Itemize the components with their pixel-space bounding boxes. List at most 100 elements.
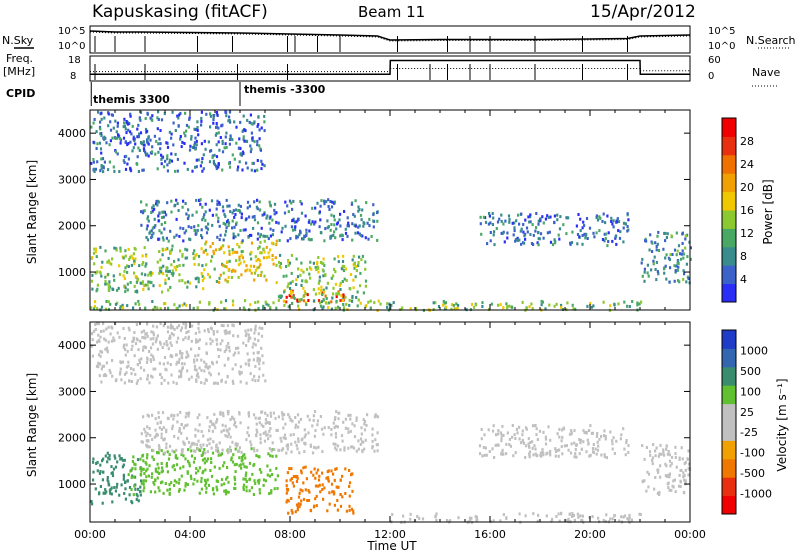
power-cell	[147, 273, 150, 277]
velocity-cell	[347, 427, 350, 431]
power-cell	[105, 141, 108, 145]
power-cell	[656, 242, 659, 246]
velocity-cell	[162, 362, 165, 366]
power-cell	[233, 120, 236, 124]
velocity-cell	[647, 472, 651, 476]
velocity-cell	[511, 435, 514, 439]
velocity-cell	[125, 365, 129, 369]
power-cell	[268, 221, 271, 225]
velocity-cell	[156, 451, 159, 454]
velocity-cell	[107, 325, 110, 329]
velocity-cell	[154, 479, 157, 483]
velocity-cell	[276, 429, 279, 432]
velocity-cell	[348, 469, 351, 472]
power-cell	[100, 157, 103, 161]
velocity-cell	[101, 459, 104, 463]
power-cell	[204, 210, 207, 214]
power-cell	[175, 233, 178, 237]
velocity-cell	[322, 432, 325, 436]
velocity-cell	[217, 348, 220, 351]
velocity-cell	[677, 484, 681, 488]
velocity-cell	[475, 518, 478, 522]
velocity-cell	[256, 430, 259, 434]
velocity-cell	[159, 373, 162, 376]
power-cell	[223, 146, 226, 150]
velocity-cell	[114, 489, 117, 493]
power-cell	[275, 281, 278, 285]
power-cell	[310, 222, 313, 226]
velocity-cell	[362, 418, 365, 422]
velocity-cell	[260, 470, 263, 474]
power-cell	[345, 302, 348, 306]
power-cell	[207, 272, 210, 276]
power-cell	[548, 303, 551, 307]
velocity-cell	[179, 328, 183, 332]
velocity-cell	[171, 424, 174, 428]
power-cell	[200, 119, 203, 123]
velocity-cell	[134, 475, 137, 479]
power-cell	[311, 206, 314, 210]
power-cell	[294, 228, 297, 232]
power-cell	[249, 303, 252, 307]
power-cell	[327, 305, 330, 309]
velocity-cell	[258, 421, 261, 425]
power-cell	[343, 210, 346, 213]
power-cell	[243, 307, 246, 311]
power-cell	[328, 301, 331, 305]
velocity-cell	[223, 363, 226, 367]
power-cell	[331, 200, 334, 204]
velocity-cell	[364, 438, 367, 442]
power-cell	[367, 237, 370, 241]
velocity-cell	[165, 428, 168, 432]
power-cell	[588, 226, 592, 230]
power-cell	[99, 271, 102, 275]
velocity-cell	[124, 353, 127, 357]
velocity-cell	[287, 499, 290, 503]
power-cell	[567, 216, 570, 220]
power-cell	[317, 270, 320, 274]
power-cell	[183, 231, 186, 235]
power-cell	[263, 129, 266, 133]
power-cell	[296, 235, 299, 239]
power-cell	[153, 225, 156, 229]
velocity-cell	[100, 380, 103, 384]
velocity-cell	[245, 480, 248, 483]
velocity-cell	[376, 449, 379, 453]
power-colorbar-swatch	[722, 154, 736, 174]
velocity-cell	[506, 431, 509, 435]
velocity-cell	[182, 322, 185, 326]
power-cell	[501, 231, 504, 235]
power-cell	[117, 133, 120, 137]
velocity-cell	[580, 519, 583, 522]
power-cell	[177, 209, 180, 212]
power-cell	[626, 212, 629, 216]
power-cell	[182, 239, 185, 243]
power-cell	[291, 228, 295, 232]
power-cell	[524, 237, 527, 241]
velocity-cell	[160, 432, 163, 436]
velocity-cell	[314, 429, 317, 433]
velocity-cell	[262, 431, 265, 435]
power-cell	[530, 302, 533, 306]
velocity-cell	[320, 427, 324, 431]
power-cell	[175, 307, 178, 311]
power-cell	[289, 287, 292, 290]
velocity-cell	[330, 482, 334, 486]
power-cell	[164, 278, 167, 282]
power-cell	[650, 268, 653, 272]
velocity-cell	[119, 367, 122, 371]
power-cell	[174, 129, 177, 132]
nsky-tick-high: 10^5	[58, 26, 85, 37]
power-cell	[260, 270, 263, 274]
velocity-cell	[158, 489, 161, 493]
power-cell	[91, 287, 94, 291]
velocity-cell	[154, 469, 157, 473]
velocity-cell	[162, 452, 165, 456]
velocity-cell	[318, 474, 321, 478]
power-cell	[107, 285, 110, 289]
velocity-cell	[535, 427, 538, 431]
velocity-cell	[268, 421, 271, 425]
power-cell	[103, 116, 106, 120]
power-cell	[489, 231, 492, 234]
power-cell	[204, 147, 207, 151]
